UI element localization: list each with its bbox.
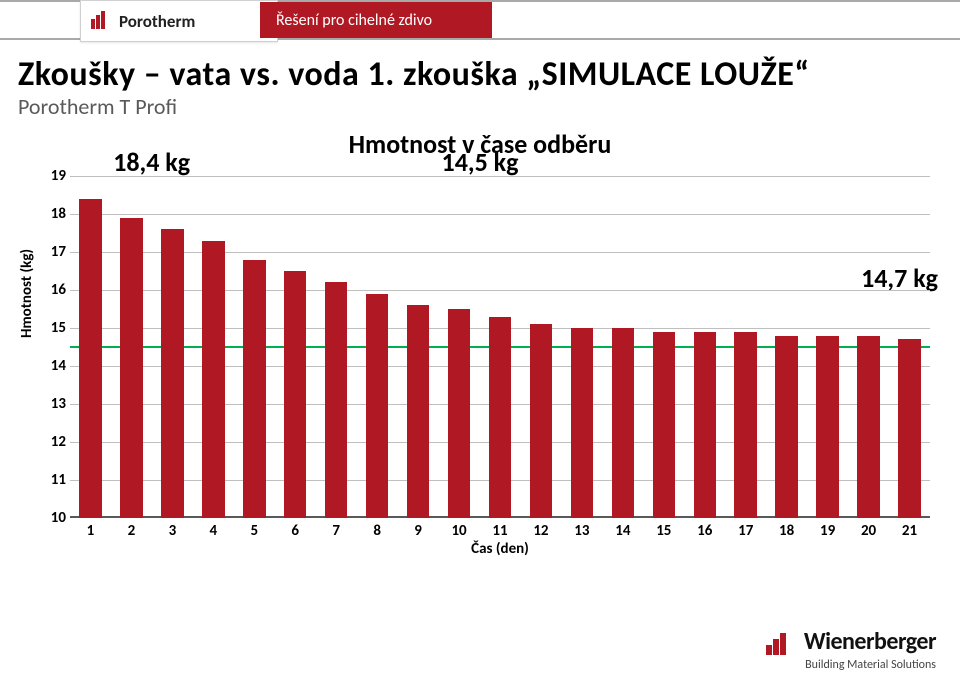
page-subtitle: Porotherm T Profi <box>18 93 942 120</box>
chart-y-tick-label: 14 <box>44 357 66 375</box>
chart-bar <box>571 328 594 518</box>
chart-bar <box>79 199 102 518</box>
chart-y-axis-label: Hmotnost (kg) <box>18 249 36 338</box>
chart-y-tick-label: 12 <box>44 433 66 451</box>
header-strip: Porotherm Řešení pro cihelné zdivo <box>0 0 960 40</box>
chart-x-tick-label: 10 <box>451 522 466 540</box>
chart-gridline <box>70 252 930 253</box>
chart-bar <box>612 328 635 518</box>
chart-bar <box>694 332 717 518</box>
chart-y-tick-label: 10 <box>44 509 66 527</box>
chart-bar <box>775 336 798 518</box>
chart-bar <box>653 332 676 518</box>
chart-bar <box>120 218 143 518</box>
chart-bar <box>202 241 225 518</box>
chart-x-tick-label: 15 <box>656 522 671 540</box>
page-title: Zkoušky – vata vs. voda 1. zkouška „SIMU… <box>18 54 942 95</box>
chart-bar <box>489 317 512 518</box>
chart-bar <box>898 339 921 518</box>
chart-bar <box>448 309 471 518</box>
chart-bar <box>407 305 430 518</box>
chart-y-tick-label: 17 <box>44 243 66 261</box>
chart-x-tick-label: 2 <box>128 522 136 540</box>
chart-x-tick-label: 21 <box>902 522 917 540</box>
chart-x-tick-label: 13 <box>574 522 589 540</box>
chart-annotation-mid: 14,5 kg <box>442 146 519 178</box>
chart-annotation-left: 18,4 kg <box>113 146 190 178</box>
chart-bar <box>243 260 266 518</box>
chart-x-tick-label: 20 <box>861 522 876 540</box>
chart-x-tick-label: 16 <box>697 522 712 540</box>
chart-x-tick-label: 17 <box>738 522 753 540</box>
chart-gridline <box>70 290 930 291</box>
chart-x-tick-label: 4 <box>210 522 218 540</box>
footer-logo: Wienerberger Building Material Solutions <box>766 627 936 672</box>
chart-x-tick-label: 1 <box>87 522 95 540</box>
porotherm-logo-icon <box>91 9 111 34</box>
chart-bar <box>816 336 839 518</box>
title-block: Zkoušky – vata vs. voda 1. zkouška „SIMU… <box>0 40 960 120</box>
chart-gridline <box>70 176 930 177</box>
footer-logo-name: Wienerberger <box>804 627 936 656</box>
chart-x-tick-label: 6 <box>291 522 299 540</box>
chart-container: Hmotnost v čase odběru 18,4 kg 14,5 kg 1… <box>24 128 936 558</box>
chart-bar <box>161 229 184 518</box>
brand-box: Porotherm <box>80 0 278 42</box>
footer-logo-tagline: Building Material Solutions <box>766 658 936 672</box>
chart-y-tick-label: 16 <box>44 281 66 299</box>
chart-y-tick-label: 15 <box>44 319 66 337</box>
chart-bar <box>284 271 307 518</box>
chart-plot-area: Čas (den) 101112131415161718191234567891… <box>70 176 930 518</box>
chart-x-tick-label: 8 <box>373 522 381 540</box>
chart-bar <box>530 324 553 518</box>
chart-x-tick-label: 5 <box>250 522 258 540</box>
chart-x-tick-label: 3 <box>169 522 177 540</box>
chart-x-tick-label: 9 <box>414 522 422 540</box>
chart-x-tick-label: 7 <box>332 522 340 540</box>
chart-bar <box>325 282 348 518</box>
wienerberger-logo-icon <box>766 631 794 660</box>
chart-x-tick-label: 19 <box>820 522 835 540</box>
chart-x-axis-label: Čas (den) <box>70 540 930 558</box>
chart-x-tick-label: 11 <box>492 522 507 540</box>
chart-y-tick-label: 19 <box>44 167 66 185</box>
chart-bar <box>366 294 389 518</box>
chart-y-tick-label: 11 <box>44 471 66 489</box>
brand-name: Porotherm <box>119 11 195 32</box>
chart-y-tick-label: 13 <box>44 395 66 413</box>
chart-bar <box>734 332 757 518</box>
chart-x-tick-label: 12 <box>533 522 548 540</box>
chart-gridline <box>70 214 930 215</box>
chart-x-tick-label: 18 <box>779 522 794 540</box>
slogan-text: Řešení pro cihelné zdivo <box>276 11 432 30</box>
chart-y-tick-label: 18 <box>44 205 66 223</box>
chart-bar <box>857 336 880 518</box>
slogan-box: Řešení pro cihelné zdivo <box>260 2 492 38</box>
chart-x-tick-label: 14 <box>615 522 630 540</box>
